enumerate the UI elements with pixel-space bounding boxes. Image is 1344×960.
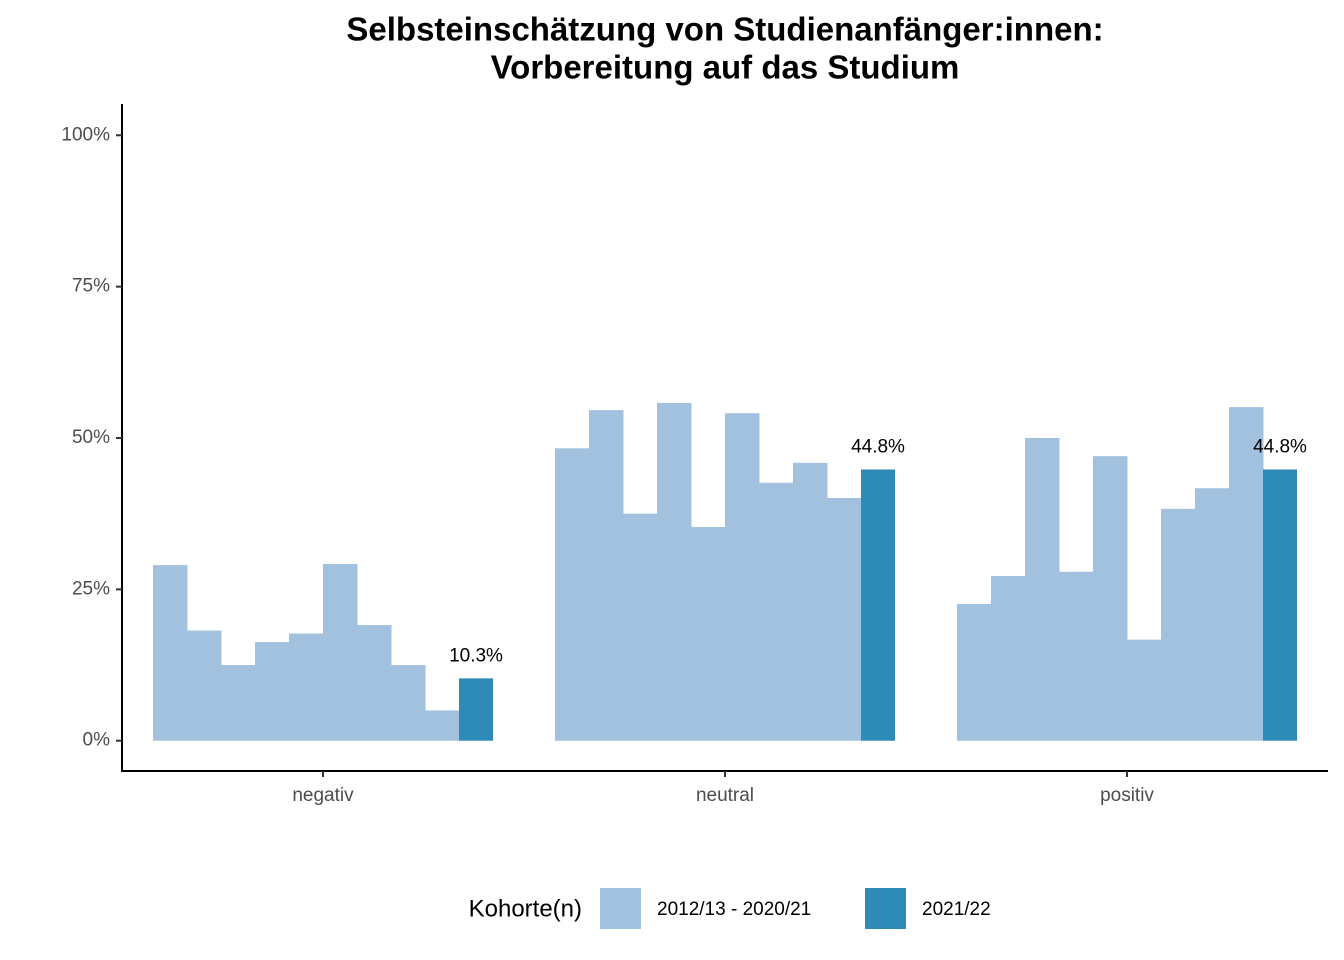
bar	[1263, 469, 1297, 741]
value-label: 44.8%	[1253, 436, 1307, 457]
bar	[1059, 571, 1094, 741]
bar	[623, 513, 658, 741]
y-tick-label: 0%	[83, 730, 111, 751]
legend-label: 2012/13 - 2020/21	[657, 899, 811, 920]
bar	[1229, 407, 1264, 741]
bar	[957, 603, 992, 741]
bar	[391, 665, 426, 741]
bar	[589, 410, 624, 741]
legend-title: Kohorte(n)	[469, 895, 582, 922]
bar	[793, 462, 828, 741]
bar	[221, 665, 256, 741]
bar	[657, 402, 692, 741]
bar	[289, 633, 324, 741]
bar	[1093, 456, 1128, 741]
bar	[153, 565, 188, 741]
bar	[255, 642, 290, 741]
bar	[1025, 438, 1060, 741]
y-tick-label: 75%	[72, 276, 110, 297]
value-label: 10.3%	[449, 645, 503, 666]
bar	[861, 469, 895, 741]
legend-key	[600, 888, 641, 929]
x-tick-label: positiv	[1100, 785, 1154, 806]
bar	[459, 678, 493, 741]
value-label: 44.8%	[851, 436, 905, 457]
bar	[357, 625, 392, 741]
x-tick-label: neutral	[696, 785, 754, 806]
bar	[1127, 639, 1162, 741]
bar	[1161, 508, 1196, 741]
bar	[425, 710, 460, 741]
bar	[323, 563, 358, 741]
y-tick-label: 100%	[61, 124, 110, 145]
bar	[691, 527, 726, 741]
legend-key	[865, 888, 906, 929]
chart-title: Selbsteinschätzung von Studienanfänger:i…	[346, 11, 1103, 48]
bar	[827, 497, 862, 741]
legend-label: 2021/22	[922, 899, 991, 920]
x-tick-label: negativ	[292, 785, 354, 806]
y-tick-label: 50%	[72, 427, 110, 448]
bar	[1195, 488, 1230, 741]
bar	[187, 630, 222, 741]
bar	[555, 448, 590, 741]
bar	[991, 576, 1026, 741]
chart-title: Vorbereitung auf das Studium	[491, 49, 960, 86]
bar	[725, 413, 760, 741]
y-tick-label: 25%	[72, 578, 110, 599]
bar	[759, 482, 794, 741]
